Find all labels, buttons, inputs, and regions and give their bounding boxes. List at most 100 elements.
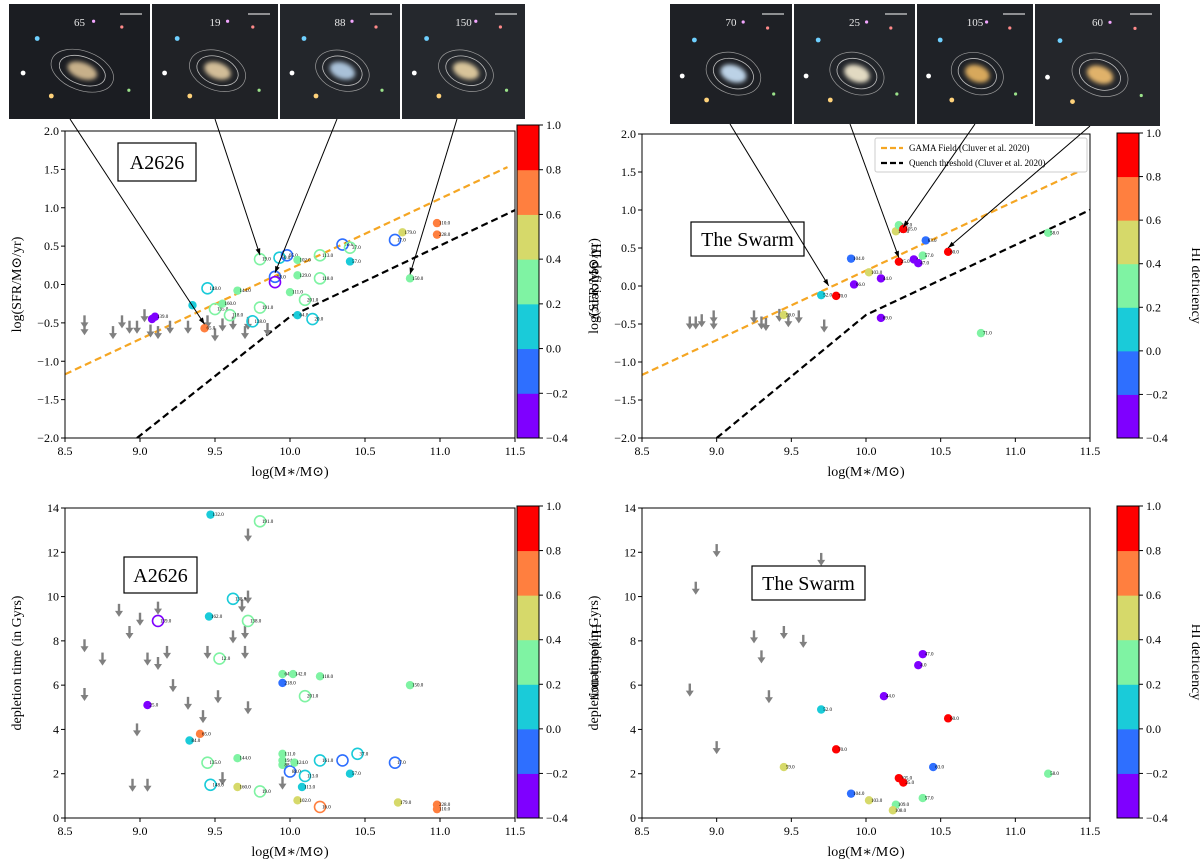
point-label: 179.0: [405, 231, 417, 236]
colorbar-band: [1117, 220, 1139, 265]
hi-contour: [196, 55, 239, 86]
point-label: 60.0: [282, 256, 291, 261]
upper-limit-arrow: [80, 322, 89, 336]
y-tick-label: −2.0: [37, 431, 59, 445]
colorbar-band: [1117, 728, 1139, 774]
colorbar-tick-label: 0.4: [1146, 633, 1161, 647]
star: [692, 37, 697, 43]
star: [815, 37, 821, 43]
axes-frame: [641, 507, 1091, 819]
callout-arrow: [69, 118, 205, 325]
data-point: [899, 224, 908, 234]
point-label: 110.0: [439, 222, 451, 227]
thumbnail-label: 25: [849, 17, 861, 29]
point-label: 162.0: [211, 615, 223, 620]
point-label: 104.0: [853, 257, 865, 262]
point-label: 103.0: [871, 799, 883, 804]
colorbar-band: [1117, 639, 1139, 685]
galaxy: [844, 64, 870, 83]
upper-limit-arrow: [125, 320, 134, 334]
upper-limit-arrow: [241, 626, 249, 639]
data-point: [398, 228, 407, 237]
upper-limit-arrow: [229, 316, 237, 330]
galaxy: [720, 64, 747, 83]
data-point: [233, 782, 242, 792]
point-label: 148.0: [210, 287, 222, 292]
data-point: [195, 729, 205, 739]
y-tick-label: −0.5: [37, 316, 59, 330]
title-box: [690, 221, 805, 257]
data-point-open: [351, 747, 364, 761]
data-point-open: [336, 238, 349, 251]
colorbar-band: [517, 303, 539, 350]
upper-limit-arrow: [128, 778, 137, 792]
upper-limit-arrow: [244, 701, 252, 715]
upper-limit-arrow: [761, 318, 770, 331]
data-point: [288, 669, 298, 679]
thumbnail-strip-left: 65 19 88 150: [9, 4, 525, 119]
star: [827, 97, 833, 103]
x-tick-label: 10.5: [355, 444, 376, 458]
x-tick-label: 9.0: [709, 444, 724, 458]
hi-contour: [1071, 52, 1129, 97]
y-tick-label: −1.5: [37, 393, 59, 407]
data-point-open: [273, 251, 286, 264]
colorbar-band: [517, 728, 539, 774]
data-point: [278, 678, 287, 688]
upper-limit-arrow: [757, 316, 766, 330]
point-label: 138.0: [235, 597, 247, 602]
data-point-open: [313, 249, 327, 262]
x-axis-label: log(M∗/M⊙): [251, 845, 329, 860]
galaxy-thumbnail: 65: [9, 4, 150, 119]
data-point-open: [283, 765, 297, 778]
star: [174, 36, 180, 41]
point-label: 19.0: [262, 790, 271, 795]
data-point: [943, 247, 953, 256]
colorbar: 1.0 0.8 0.6 0.4 0.2 0.0 −0.2 −0.4 HI deficiency: [1116, 499, 1200, 825]
point-label: 17.0: [397, 238, 406, 243]
upper-limit-arrow: [199, 710, 207, 724]
star: [889, 26, 893, 30]
upper-limit-arrow: [750, 310, 758, 324]
point-label: 20.0: [315, 318, 324, 323]
colorbar-band: [1117, 307, 1139, 352]
thumbnail-background: [670, 4, 792, 124]
point-label: 142.0: [295, 673, 307, 678]
colorbar-tick-label: 0.4: [546, 252, 561, 266]
point-label: 69.0: [883, 316, 892, 321]
callout-arrow: [902, 123, 976, 228]
y-tick-label: 1.0: [44, 201, 59, 215]
upper-limit-arrow: [118, 315, 126, 329]
point-label: 60.0: [950, 250, 959, 255]
data-point: [876, 313, 886, 323]
point-label: 64.0: [300, 314, 309, 319]
upper-limit-arrow: [794, 310, 803, 324]
colorbar-band: [517, 125, 539, 171]
upper-limit-arrow: [140, 309, 149, 323]
star: [1139, 93, 1143, 98]
hi-contour: [950, 52, 1004, 96]
upper-limit-arrow: [154, 601, 162, 615]
star: [20, 70, 26, 76]
data-point: [290, 758, 299, 767]
point-label: 139.0: [160, 619, 172, 624]
star: [926, 73, 931, 79]
colorbar-tick-label: 0.6: [1146, 588, 1161, 602]
data-point-open: [268, 270, 282, 284]
colorbar-band: [517, 214, 539, 260]
thumbnail-label: 60: [1092, 17, 1104, 29]
colorbar-tick-label: 1.0: [1146, 499, 1161, 513]
thumbnail-label: 105: [967, 17, 984, 29]
data-point: [345, 257, 355, 266]
point-label: 191.0: [262, 306, 274, 311]
upper-limit-arrow: [241, 645, 249, 659]
hi-contour: [712, 57, 754, 90]
data-point: [200, 324, 209, 333]
thumbnail-strip-right: 70 25 105 60: [670, 4, 1160, 126]
data-point: [779, 762, 789, 772]
data-point-open: [223, 308, 237, 322]
data-point: [405, 680, 415, 690]
y-axis-label: depletion time (in Gyrs): [10, 595, 25, 730]
colorbar-frame: [1116, 505, 1140, 819]
colorbar-label: HI deficiency: [588, 624, 603, 701]
